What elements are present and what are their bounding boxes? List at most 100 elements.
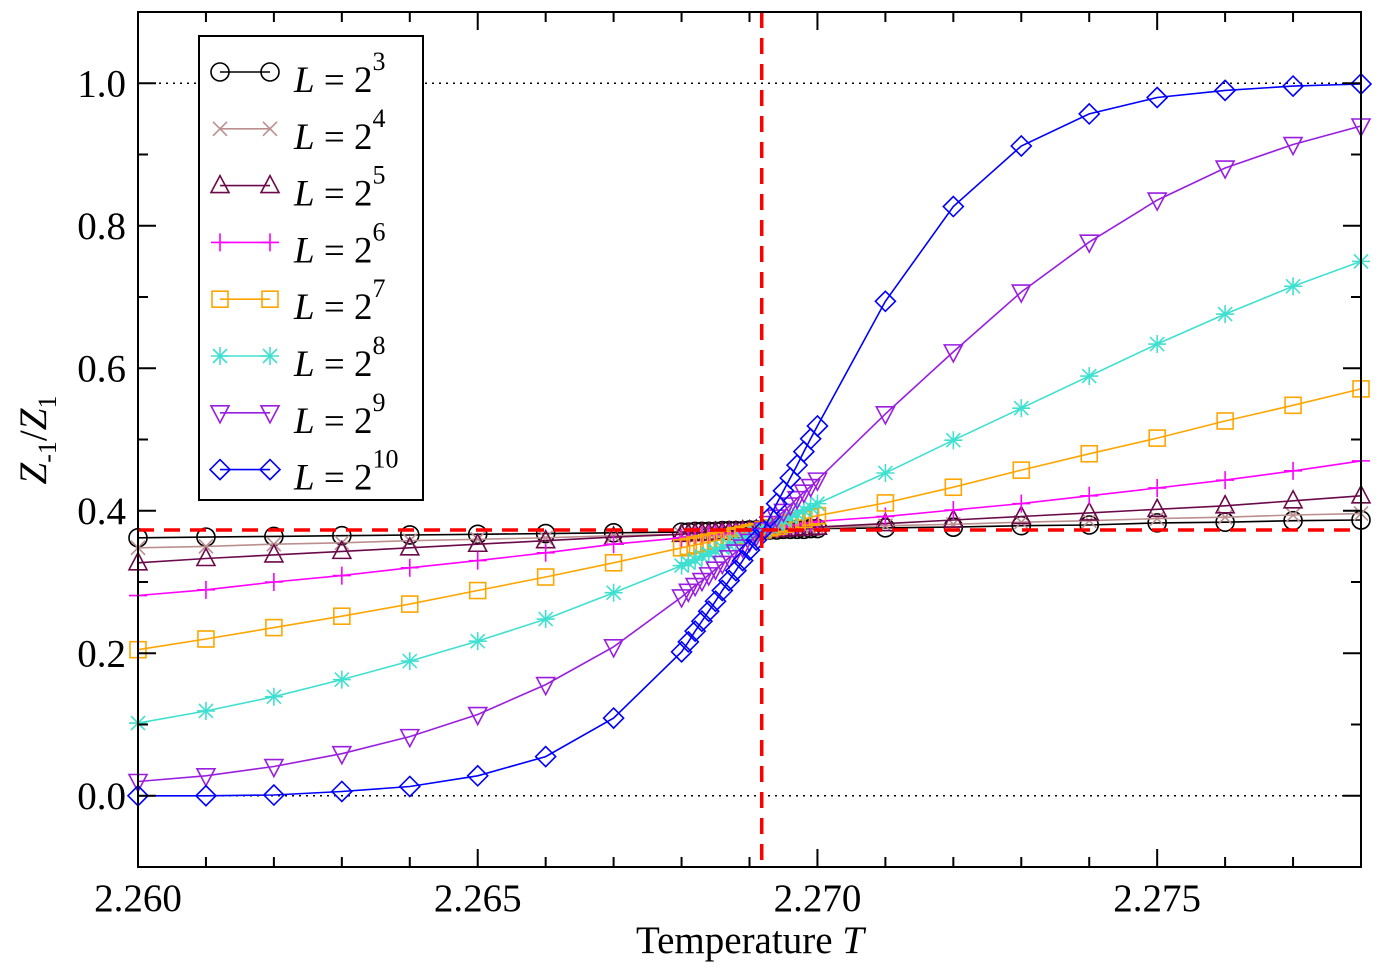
legend-exponent: 7 [372,274,385,303]
data-point [1214,160,1236,180]
data-point [1010,284,1032,304]
data-point [534,745,557,768]
data-point [468,581,487,600]
data-point [198,538,214,554]
data-point [699,544,718,563]
series-line [137,125,1362,783]
data-point [1078,234,1100,254]
data-point [875,511,896,532]
data-point [806,414,829,438]
data-point [535,676,556,697]
legend-eq: = [315,117,354,158]
data-point [1284,396,1302,415]
data-point [670,640,693,663]
data-point [333,607,351,626]
legend-entry: L = 210 [208,445,398,499]
data-point [1282,136,1304,157]
legend-marker [260,62,280,82]
y-tick-label: 0.4 [77,490,126,533]
data-point [398,775,421,798]
data-point [197,630,215,648]
data-point [1148,335,1167,354]
data-point [875,406,896,426]
data-point [672,556,691,575]
data-point [779,497,801,517]
data-point [794,501,813,520]
data-point [538,530,554,546]
data-point [263,758,285,779]
y-tick-label: 1.0 [77,62,126,105]
data-point [876,463,895,482]
data-point [332,566,351,585]
legend-eq: = [315,60,354,101]
data-point [399,536,421,556]
legend-entry: L = 26 [211,217,385,271]
data-point [943,344,964,364]
data-point [399,525,420,545]
data-point [1216,412,1234,430]
data-point [726,533,745,552]
legend-marker [258,458,282,481]
data-point [468,632,487,651]
legend-marker [261,290,279,309]
legend-marker [209,405,231,425]
data-point [536,568,555,586]
data-point [1148,478,1167,497]
data-point [196,701,215,720]
legend-marker [211,347,229,365]
legend-eq: = [315,344,354,385]
data-point [731,549,754,572]
legend-var: L [293,174,315,215]
legend-marker [212,121,228,137]
data-point [1010,504,1032,525]
legend-eq: = [315,401,354,442]
data-point [604,535,623,554]
data-point [773,503,794,524]
data-point [684,620,707,643]
y-tick-label: 0.6 [77,347,126,390]
legend-eq: = [315,174,354,215]
data-point [466,764,489,787]
legend-label: L = 24 [293,104,385,158]
data-point [1078,102,1101,126]
data-point [1146,192,1168,212]
legend-base: 2 [354,117,373,158]
data-point [400,652,419,671]
data-point [801,498,820,517]
data-point [1282,489,1304,509]
data-point [692,547,711,566]
y-title-slash: / [12,430,55,441]
data-point [697,600,720,623]
data-point [944,431,963,450]
legend-marker [211,233,229,252]
data-point [1078,501,1100,521]
y-title-z: Z [12,461,55,484]
data-point [264,687,283,706]
series-10 [126,72,1373,807]
data-point [195,768,217,788]
data-point [724,559,748,582]
legend-exponent: 3 [372,47,385,76]
y-title-sub-a: -1 [33,441,62,463]
data-point [767,514,786,533]
legend-entry: L = 25 [209,161,385,215]
data-point [1081,513,1097,529]
data-point [717,569,741,592]
data-point [1012,494,1031,513]
data-point [1146,86,1169,109]
data-point [807,472,828,492]
data-point [1285,507,1301,523]
legend-entry: L = 24 [212,104,385,158]
data-point [677,630,700,653]
legend: L = 23L = 24L = 25L = 26L = 27L = 28L = … [198,35,424,501]
legend-exponent: 10 [372,445,398,474]
legend-marker [259,173,281,194]
x-axis-title-var: T [842,919,866,962]
data-point [1080,367,1099,386]
data-point [713,538,732,557]
data-point [467,532,489,553]
data-point [943,508,964,528]
y-title-sub-b: 1 [33,396,62,409]
y-tick-label: 0.2 [77,632,126,675]
